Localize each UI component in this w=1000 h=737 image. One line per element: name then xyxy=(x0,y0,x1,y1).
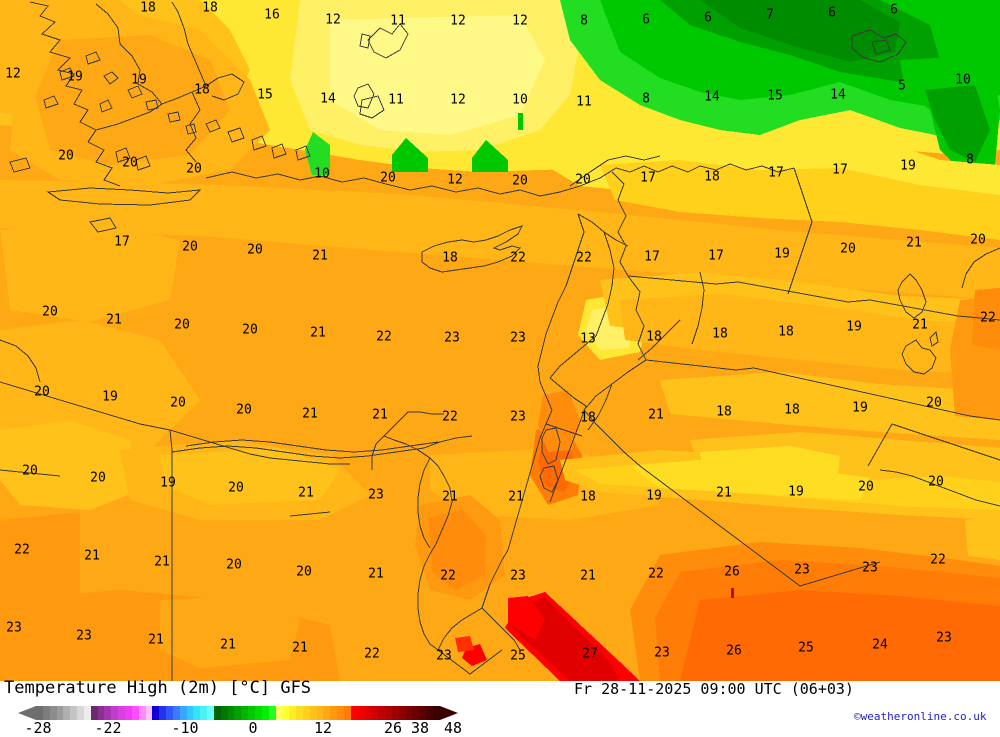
legend-swatch xyxy=(124,706,132,720)
legend-swatch xyxy=(343,706,351,720)
legend-swatch xyxy=(63,706,71,720)
legend-swatch xyxy=(248,706,255,720)
legend-swatch xyxy=(104,706,112,720)
legend-swatch xyxy=(419,706,427,720)
legend-swatch xyxy=(83,706,91,720)
legend-swatch xyxy=(145,706,153,720)
legend-swatch xyxy=(118,706,125,720)
legend-swatch xyxy=(49,706,57,720)
legend-swatch xyxy=(70,706,78,720)
legend-tick-label: -10 xyxy=(171,719,199,737)
legend-swatch xyxy=(432,706,440,720)
legend-swatch xyxy=(36,706,43,720)
legend-swatch xyxy=(255,706,262,720)
legend-tick-label: -28 xyxy=(24,719,52,737)
legend-swatch xyxy=(234,706,242,720)
legend-swatch xyxy=(227,706,235,720)
legend-swatch xyxy=(282,706,290,720)
map-title: Temperature High (2m) [°C] GFS xyxy=(4,678,312,698)
legend-swatch xyxy=(186,706,194,720)
legend-tick-label: -22 xyxy=(94,719,122,737)
legend-swatch xyxy=(378,706,386,720)
legend-swatch xyxy=(330,706,338,720)
legend-swatch xyxy=(302,706,310,720)
legend-tick-label: 26 xyxy=(383,719,403,737)
legend-tick-label: 12 xyxy=(313,719,333,737)
legend-swatch xyxy=(337,706,344,720)
legend-tick-label: 48 xyxy=(443,719,463,737)
legend-swatch xyxy=(412,706,420,720)
legend-swatch xyxy=(138,706,146,720)
legend-tick-label: 0 xyxy=(248,719,258,737)
legend-swatch xyxy=(56,706,64,720)
legend-swatch xyxy=(179,706,187,720)
legend-colour-bar[interactable] xyxy=(18,706,458,720)
legend-swatch xyxy=(275,706,283,720)
legend-swatch xyxy=(131,706,139,720)
legend-swatch xyxy=(371,706,379,720)
legend-gradient-strip xyxy=(36,706,440,720)
legend-right-arrow-cap xyxy=(440,706,458,720)
legend-swatch xyxy=(220,706,228,720)
legend-tick-label: 38 xyxy=(410,719,430,737)
temperature-contour-layer xyxy=(0,0,1000,681)
legend-swatch xyxy=(364,706,372,720)
legend-swatch xyxy=(111,706,119,720)
gfs-temperature-map[interactable]: 18 18 16 12 11 12 12 8 6 6 7 6 6 12 19 19 18 15 14 11 12 10 11… xyxy=(0,0,1000,681)
legend-swatch xyxy=(385,706,392,720)
model-run-timestamp: Fr 28-11-2025 09:00 UTC (06+03) xyxy=(574,680,854,698)
legend-swatch xyxy=(357,706,365,720)
legend-swatch xyxy=(77,706,84,720)
legend-swatch xyxy=(309,706,317,720)
legend-swatch xyxy=(350,706,358,720)
legend-swatch xyxy=(391,706,399,720)
legend-swatch xyxy=(316,706,324,720)
legend-swatch xyxy=(323,706,331,720)
legend-swatch xyxy=(159,706,167,720)
legend-swatch xyxy=(166,706,173,720)
legend-swatch xyxy=(172,706,180,720)
legend-swatch xyxy=(241,706,249,720)
legend-swatch xyxy=(193,706,201,720)
legend-swatch xyxy=(405,706,413,720)
legend-swatch xyxy=(398,706,406,720)
legend-swatch xyxy=(213,706,221,720)
legend-swatch xyxy=(261,706,269,720)
legend-swatch xyxy=(426,706,433,720)
legend-swatch xyxy=(207,706,214,720)
legend-swatch xyxy=(296,706,303,720)
copyright-credit: ©weatheronline.co.uk xyxy=(854,710,987,723)
map-footer: Temperature High (2m) [°C] GFS Fr 28-11-… xyxy=(0,678,1000,737)
legend-swatch xyxy=(90,706,98,720)
legend-swatch xyxy=(289,706,297,720)
legend-swatch xyxy=(152,706,160,720)
legend-swatch xyxy=(42,706,50,720)
legend-swatch xyxy=(97,706,105,720)
legend-swatch xyxy=(268,706,276,720)
legend-swatch xyxy=(200,706,208,720)
legend-left-arrow-cap xyxy=(18,706,36,720)
